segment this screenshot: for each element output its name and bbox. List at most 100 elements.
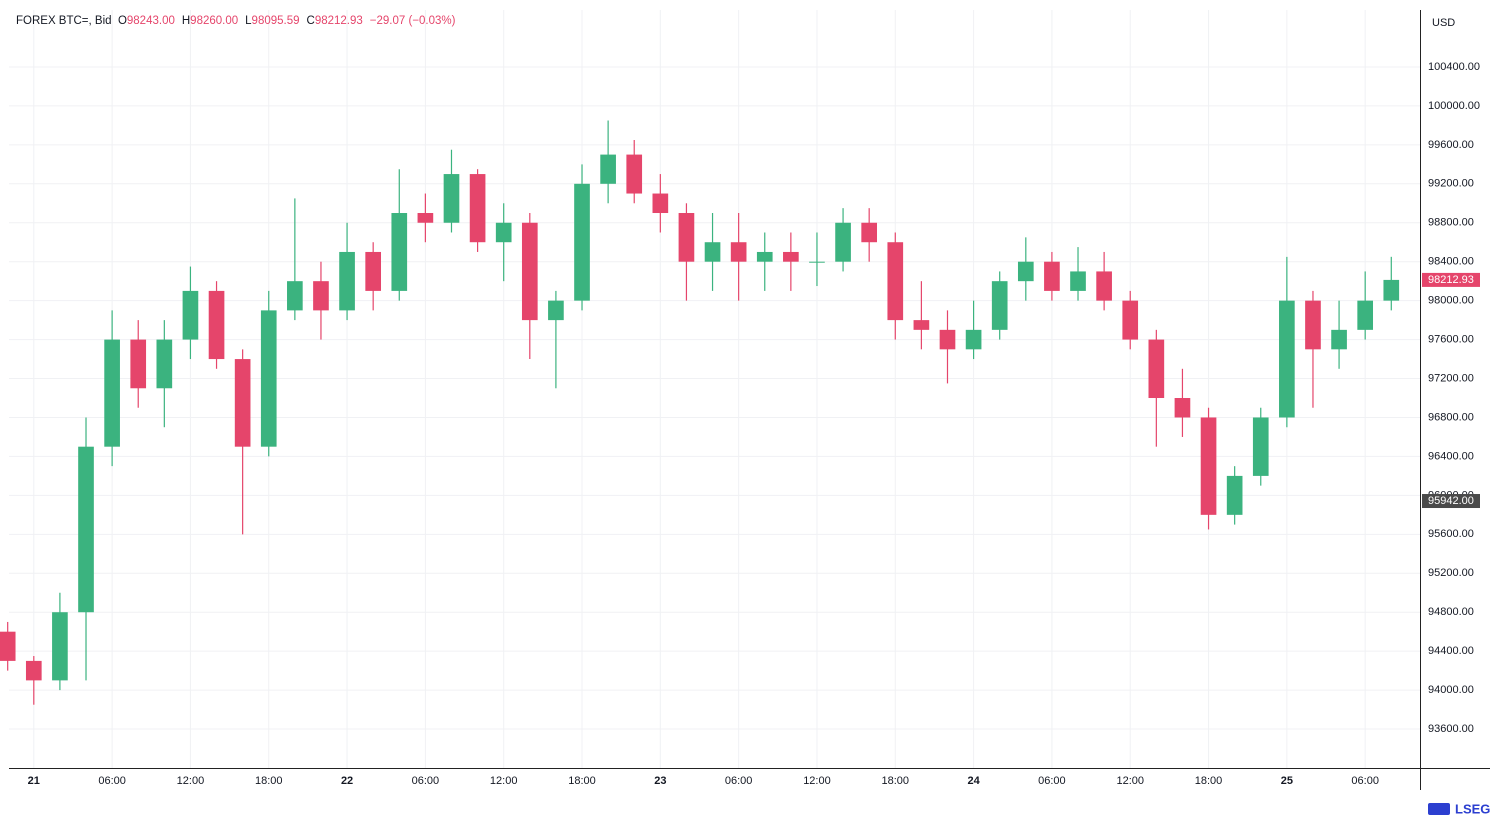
candle-body [1383, 279, 1400, 301]
candle-body [1044, 261, 1060, 291]
candle-body [600, 154, 616, 184]
y-tick-label: 94400.00 [1428, 645, 1474, 657]
y-tick-label: 97600.00 [1428, 333, 1474, 345]
x-tick-label: 12:00 [177, 775, 205, 787]
x-tick-label: 25 [1281, 775, 1293, 787]
x-tick-label: 23 [654, 775, 666, 787]
candle-body [391, 213, 408, 291]
candle-body [339, 251, 355, 311]
y-tick-label: 95600.00 [1428, 528, 1474, 540]
last-price-label: 98212.93 [1428, 274, 1474, 286]
x-tick-label: 22 [341, 775, 353, 787]
legend: FOREX BTC=, Bid O98243.00 H98260.00 L98095… [16, 15, 462, 27]
y-tick-label: 98000.00 [1428, 295, 1474, 307]
x-tick-label: 06:00 [1351, 775, 1379, 787]
candle-body [965, 329, 982, 350]
candle-body [626, 154, 643, 194]
candle-body [548, 300, 564, 321]
y-tick-label: 98400.00 [1428, 256, 1474, 268]
candle-body [1070, 271, 1086, 291]
candle-body [260, 310, 277, 447]
marker-price-label: 95942.00 [1428, 495, 1474, 507]
y-tick-label: 93600.00 [1428, 723, 1474, 735]
candle-body [417, 213, 434, 223]
currency-label: USD [1432, 17, 1455, 29]
legend-key: O [117, 15, 127, 27]
candle-body [495, 222, 512, 243]
candle-body [365, 251, 382, 291]
legend-value: 98212.93 [314, 15, 363, 27]
legend-value: 98260.00 [190, 15, 239, 27]
candle-body [1226, 475, 1243, 515]
x-tick-label: 18:00 [255, 775, 283, 787]
candle-body [521, 222, 538, 321]
candle-body [1305, 300, 1321, 350]
x-tick-label: 06:00 [412, 775, 440, 787]
marker-price-box [1422, 494, 1480, 509]
candle-body [1252, 417, 1269, 476]
x-tick-label: 06:00 [98, 775, 126, 787]
candle-body [234, 359, 251, 447]
candle-body [104, 339, 120, 447]
y-tick-label: 100000.00 [1428, 100, 1480, 112]
candle-body [1200, 417, 1217, 515]
candle-body [678, 213, 695, 262]
y-tick-label: 94000.00 [1428, 684, 1474, 696]
candle-body [861, 222, 878, 243]
candle-body [756, 251, 773, 262]
y-tick-label: 96800.00 [1428, 411, 1474, 423]
candle-body [913, 320, 930, 330]
candle-body [1331, 329, 1347, 350]
x-tick-label: 18:00 [568, 775, 596, 787]
candle-body [52, 612, 68, 681]
candle-body [1017, 261, 1034, 282]
x-tick-label: 18:00 [1195, 775, 1223, 787]
last-price-box [1422, 272, 1480, 287]
candle-body [939, 329, 956, 350]
candle-body [0, 631, 16, 661]
candle-body [1279, 300, 1295, 418]
candle-body [887, 242, 904, 321]
legend-key: C [306, 15, 315, 27]
y-tick-label: 94800.00 [1428, 606, 1474, 618]
candle-body [25, 660, 42, 681]
y-tick-label: 96400.00 [1428, 450, 1474, 462]
y-tick-label: 99600.00 [1428, 139, 1474, 151]
logo-text: LSEG [1455, 801, 1490, 816]
candle-body [156, 339, 173, 389]
candle-body [313, 281, 329, 311]
x-tick-label: 06:00 [725, 775, 753, 787]
candle-body [78, 446, 94, 613]
candle-body [130, 339, 147, 389]
legend-key: H [181, 15, 191, 27]
candle-body [835, 222, 851, 262]
candle-body [182, 290, 199, 340]
y-tick-label: 95200.00 [1428, 567, 1474, 579]
candle-body [287, 281, 303, 311]
logo: LSEG [1428, 801, 1490, 816]
candle-body [809, 261, 825, 263]
x-tick-label: 21 [28, 775, 40, 787]
candle-body [704, 242, 721, 262]
candle-body [574, 183, 590, 301]
x-tick-label: 18:00 [882, 775, 910, 787]
candle-body [1096, 271, 1112, 301]
y-tick-label: 100400.00 [1428, 61, 1480, 73]
candle-body [1357, 300, 1374, 330]
x-tick-label: 12:00 [490, 775, 518, 787]
y-tick-label: 99200.00 [1428, 178, 1474, 190]
candle-body [469, 174, 486, 243]
legend-key: L [245, 15, 252, 27]
candle-body [443, 174, 460, 223]
x-tick-label: 12:00 [1116, 775, 1144, 787]
candle-body [730, 242, 747, 262]
legend-value: 98243.00 [126, 15, 175, 27]
candle-body [991, 281, 1008, 330]
candle-body [1174, 398, 1191, 418]
candle-body [1148, 339, 1165, 399]
candle-body [208, 290, 225, 360]
legend-change: −29.07 (−0.03%) [369, 15, 456, 27]
